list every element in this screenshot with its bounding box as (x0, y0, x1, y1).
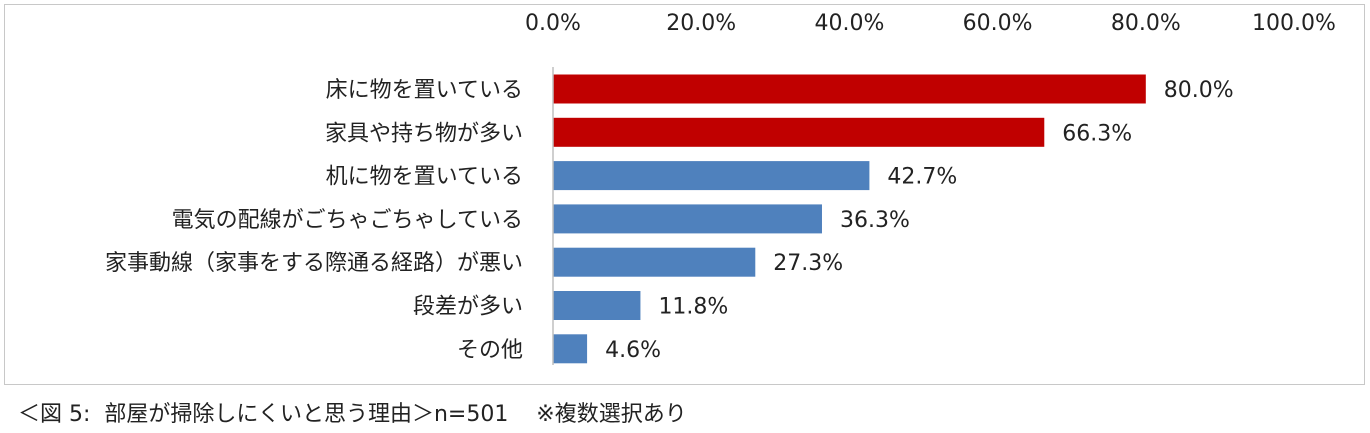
category-label: 床に物を置いている (326, 78, 523, 103)
x-tick-label: 40.0% (814, 11, 884, 36)
category-label: 机に物を置いている (326, 165, 523, 190)
category-label: 電気の配線がごちゃごちゃしている (172, 208, 523, 233)
value-label: 80.0% (1164, 78, 1234, 103)
value-label: 36.3% (840, 208, 910, 233)
bar (553, 291, 641, 320)
bar (553, 117, 1045, 147)
value-label: 66.3% (1062, 121, 1132, 146)
value-label: 42.7% (887, 165, 957, 190)
x-tick-label: 80.0% (1111, 11, 1181, 36)
category-label: 家具や持ち物が多い (325, 121, 523, 146)
x-tick-label: 20.0% (666, 11, 736, 36)
x-tick-label: 0.0% (525, 11, 581, 36)
x-tick-label: 100.0% (1252, 11, 1336, 36)
bar (553, 74, 1146, 104)
category-label: その他 (457, 338, 523, 363)
x-tick-label: 60.0% (963, 11, 1033, 36)
figure-caption: ＜図 5: 部屋が掃除しにくいと思う理由＞n=501 ※複数選択あり (18, 402, 687, 427)
chart-frame (4, 4, 1365, 385)
bar-chart: 0.0% 20.0% 40.0% 60.0% 80.0% 100.0% 床に物を置いている… (105, 11, 1336, 365)
bar (553, 247, 756, 277)
bar (553, 204, 822, 234)
bar (553, 161, 870, 191)
category-label: 家事動線（家事をする際通る経路）が悪い (105, 251, 523, 276)
bar (553, 334, 588, 364)
value-label: 11.8% (658, 295, 728, 320)
value-label: 4.6% (605, 338, 661, 363)
category-label: 段差が多い (413, 295, 523, 320)
value-label: 27.3% (773, 251, 843, 276)
